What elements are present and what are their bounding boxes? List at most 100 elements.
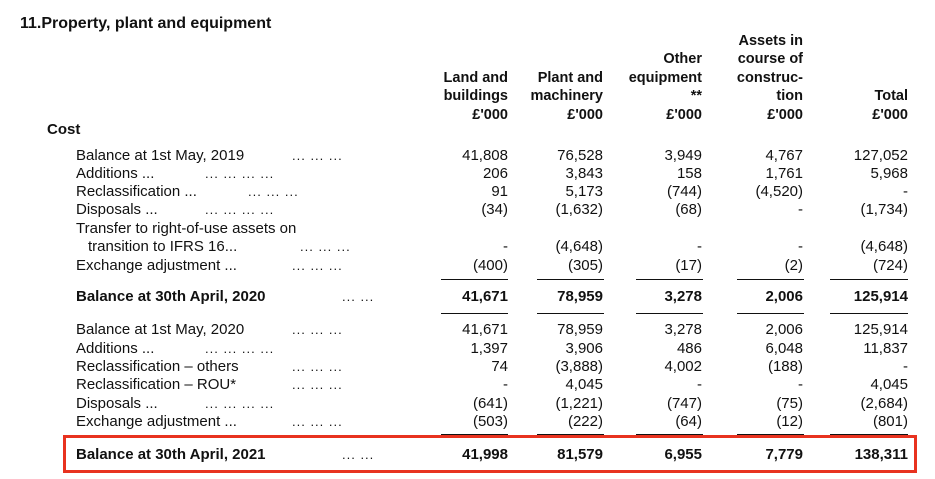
row-label: transition to IFRS 16... <box>88 238 238 255</box>
cell-plant-machinery: 3,906 <box>565 340 603 357</box>
cell-plant-machinery: 81,579 <box>557 446 603 463</box>
cell-land-buildings: 41,998 <box>462 446 508 463</box>
table-row: transition to IFRS 16... ... ... ... - (… <box>0 237 935 256</box>
column-header-assets-in-course: Assets in course of construc- tion £'000 <box>736 32 803 124</box>
column-header-line: £'000 <box>472 106 508 123</box>
cell-total: (2,684) <box>860 395 908 412</box>
row-label: Exchange adjustment ... <box>76 413 237 430</box>
subtotal-rule <box>830 279 908 280</box>
leader-dots: ... ... ... ... <box>205 166 275 181</box>
row-label: Reclassification – others <box>76 358 239 375</box>
table-row: Exchange adjustment ... ... ... ... (400… <box>0 256 935 275</box>
subtotal-rule <box>537 279 604 280</box>
cell-land-buildings: (641) <box>472 395 508 412</box>
cell-other-equipment: (68) <box>675 201 702 218</box>
row-label: Balance at 1st May, 2019 <box>76 147 245 164</box>
column-header-land-buildings: Land and buildings £'000 <box>444 34 508 124</box>
cell-land-buildings: (503) <box>472 413 508 430</box>
subtotal-rule <box>537 313 604 314</box>
cell-assets-in-course: 1,761 <box>765 165 803 182</box>
leader-dots: ... ... ... <box>292 258 343 273</box>
row-label: Balance at 1st May, 2020 <box>76 321 245 338</box>
cell-plant-machinery: 4,045 <box>565 376 603 393</box>
cell-other-equipment: 486 <box>676 340 702 357</box>
cell-other-equipment: (747) <box>666 395 702 412</box>
cell-plant-machinery: (1,632) <box>555 201 603 218</box>
table-row-total-2020: Balance at 30th April, 2020 ... ... 41,6… <box>0 287 935 306</box>
table-row: Disposals ... ... ... ... ... (641) (1,2… <box>0 394 935 413</box>
column-header-line: Assets in <box>738 32 803 49</box>
cell-total: 4,045 <box>870 376 908 393</box>
cell-land-buildings: 41,671 <box>462 288 508 305</box>
table-row: Transfer to right-of-use assets on <box>0 219 935 238</box>
table-row-total-2021: Balance at 30th April, 2021 ... ... 41,9… <box>0 445 935 464</box>
cell-other-equipment: - <box>697 238 702 255</box>
column-header-line: course of <box>737 51 803 67</box>
cell-assets-in-course: - <box>798 376 803 393</box>
table-row: Reclassification – others ... ... ... 74… <box>0 357 935 376</box>
column-header-line: machinery <box>530 88 603 104</box>
table-row: Balance at 1st May, 2020 ... ... ... 41,… <box>0 320 935 339</box>
leader-dots: ... ... ... <box>300 239 351 254</box>
cell-total: - <box>903 183 908 200</box>
leader-dots: ... ... <box>342 447 375 462</box>
column-header-line: Plant and <box>537 69 603 86</box>
cell-plant-machinery: (1,221) <box>555 395 603 412</box>
leader-dots: ... ... ... <box>292 377 343 392</box>
leader-dots: ... ... ... <box>248 184 299 199</box>
highlight-box <box>63 435 917 473</box>
subtotal-rule <box>737 434 804 435</box>
cell-other-equipment: 6,955 <box>664 446 702 463</box>
cell-plant-machinery: (3,888) <box>555 358 603 375</box>
table-row: Reclassification – ROU* ... ... ... - 4,… <box>0 375 935 394</box>
subtotal-rule <box>830 313 908 314</box>
cell-plant-machinery: 78,959 <box>557 288 603 305</box>
leader-dots: ... ... ... <box>292 414 343 429</box>
subtotal-rule <box>441 434 508 435</box>
section-heading-cost: Cost <box>47 121 81 138</box>
row-label: Transfer to right-of-use assets on <box>76 220 297 237</box>
column-header-line: £'000 <box>872 106 908 123</box>
leader-dots: ... ... ... <box>292 359 343 374</box>
column-header-line: equipment <box>628 69 702 86</box>
subtotal-rule <box>737 313 804 314</box>
row-label: Additions ... <box>76 165 155 182</box>
cell-other-equipment: (17) <box>675 257 702 274</box>
column-header-line: construc- <box>736 69 803 86</box>
table-row: Disposals ... ... ... ... ... (34) (1,63… <box>0 200 935 219</box>
column-header-line: £'000 <box>767 106 803 123</box>
cell-land-buildings: - <box>503 238 508 255</box>
subtotal-rule <box>537 434 604 435</box>
note-title: 11.Property, plant and equipment <box>20 15 272 32</box>
cell-assets-in-course: (12) <box>776 413 803 430</box>
cell-assets-in-course: 4,767 <box>765 147 803 164</box>
cell-other-equipment: (744) <box>666 183 702 200</box>
column-header-plant-machinery: Plant and machinery £'000 <box>530 34 603 124</box>
cell-land-buildings: (400) <box>472 257 508 274</box>
row-label: Disposals ... <box>76 201 158 218</box>
cell-total: 125,914 <box>853 288 908 305</box>
cell-total: (724) <box>872 257 908 274</box>
cell-assets-in-course: (2) <box>784 257 803 274</box>
cell-other-equipment: 3,278 <box>664 321 702 338</box>
cell-other-equipment: 3,278 <box>664 288 702 305</box>
cell-total: 127,052 <box>853 147 908 164</box>
cell-total: (4,648) <box>860 238 908 255</box>
cell-assets-in-course: 7,779 <box>765 446 803 463</box>
leader-dots: ... ... ... <box>292 322 343 337</box>
cell-assets-in-course: (188) <box>767 358 803 375</box>
cell-assets-in-course: 2,006 <box>765 321 803 338</box>
row-label: Exchange adjustment ... <box>76 257 237 274</box>
leader-dots: ... ... <box>342 289 375 304</box>
cell-total: 138,311 <box>854 446 908 463</box>
row-label: Balance at 30th April, 2020 <box>76 288 266 305</box>
subtotal-rule <box>737 279 804 280</box>
cell-assets-in-course: 6,048 <box>765 340 803 357</box>
cell-assets-in-course: (4,520) <box>755 183 803 200</box>
leader-dots: ... ... ... ... <box>205 202 275 217</box>
column-header-line: Land and <box>443 69 508 86</box>
subtotal-rule <box>441 279 508 280</box>
cell-other-equipment: 158 <box>676 165 702 182</box>
cell-total: 125,914 <box>853 321 908 338</box>
row-label: Balance at 30th April, 2021 <box>76 446 266 463</box>
